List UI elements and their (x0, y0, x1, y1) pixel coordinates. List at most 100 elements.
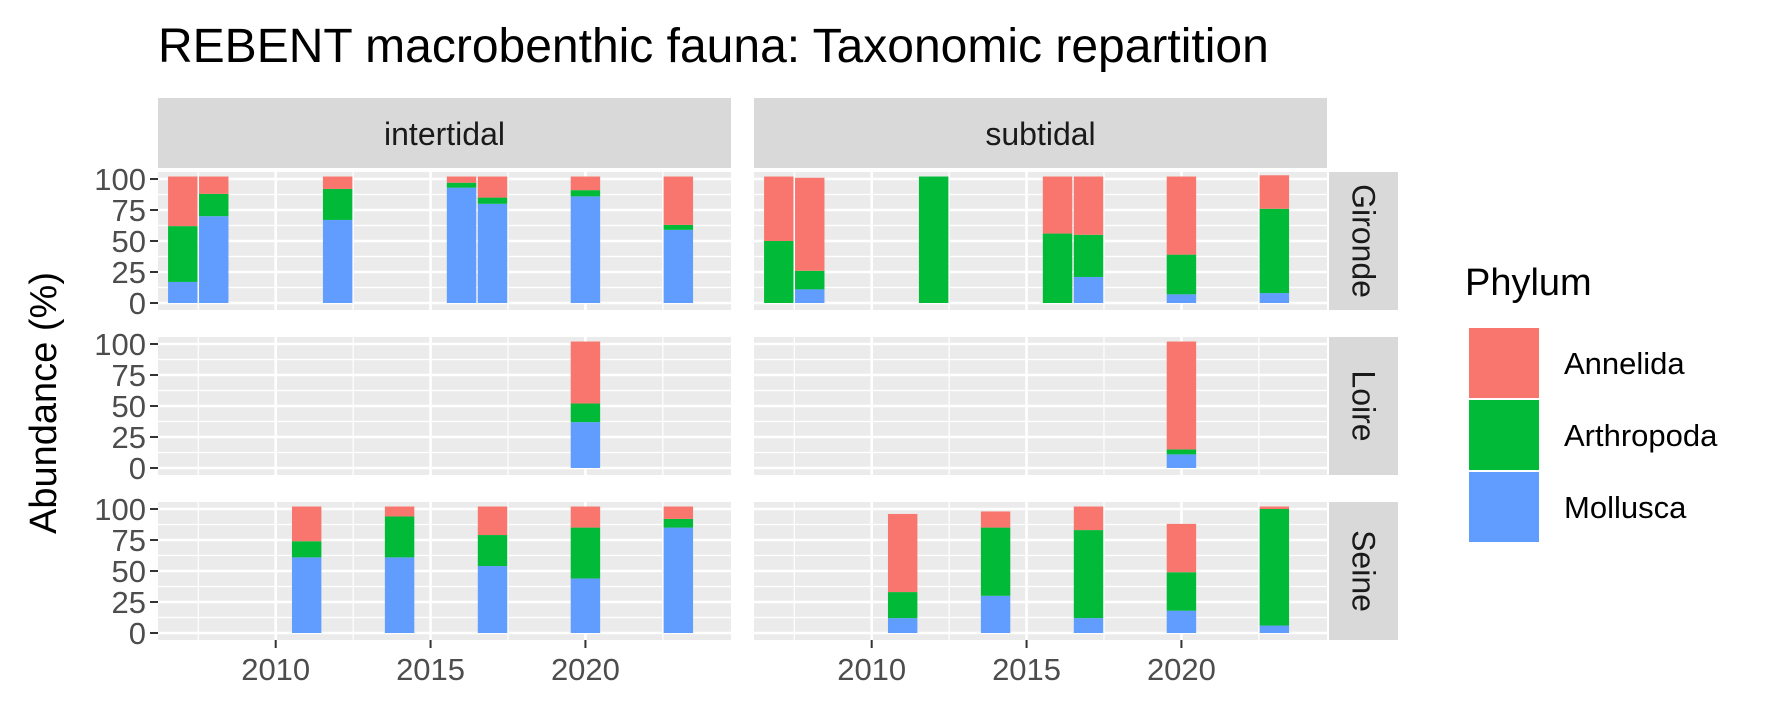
bar-segment-arthropoda-2020 (570, 190, 601, 197)
panel-gironde-intertidal (158, 172, 731, 310)
row-strip-loire (1329, 337, 1398, 475)
bar-segment-arthropoda-2020 (570, 527, 601, 579)
row-strip-label: Seine (1346, 530, 1382, 612)
bar-segment-arthropoda-2020 (570, 403, 601, 423)
bar-segment-arthropoda-2023 (663, 518, 694, 528)
bar-segment-annelida-2016 (1042, 176, 1073, 234)
bar-segment-annelida-2007 (168, 176, 198, 227)
y-tick-label: 75 (112, 523, 146, 558)
bar-segment-arthropoda-2017 (1073, 234, 1104, 277)
bar-segment-mollusca-2017 (1073, 276, 1104, 303)
row-strip-gironde (1329, 172, 1398, 310)
bar-segment-arthropoda-2014 (980, 527, 1011, 596)
column-strip-intertidal (158, 98, 731, 168)
bar-segment-arthropoda-2023 (663, 224, 694, 230)
bar-segment-mollusca-2023 (663, 229, 694, 303)
bar-segment-mollusca-2008 (795, 289, 825, 303)
y-tick-label: 0 (129, 286, 146, 321)
row-strip-label: Loire (1346, 370, 1382, 441)
y-tick-label: 100 (94, 327, 146, 362)
bar-segment-arthropoda-2020 (1166, 254, 1197, 295)
panel-seine-intertidal (158, 502, 731, 640)
bar-segment-mollusca-2020 (1166, 294, 1197, 303)
bar-segment-arthropoda-2017 (1073, 530, 1104, 619)
x-tick-label: 2010 (837, 652, 906, 687)
bar-segment-annelida-2014 (384, 506, 415, 517)
panel-seine-subtidal (754, 502, 1327, 640)
bar-segment-annelida-2008 (199, 176, 229, 194)
y-tick-label: 100 (94, 162, 146, 197)
x-tick-label: 2015 (396, 652, 465, 687)
bar-segment-annelida-2023 (1259, 175, 1290, 209)
bar-segment-annelida-2017 (477, 176, 508, 198)
legend-key-annelida (1467, 326, 1541, 400)
bar-segment-mollusca-2011 (887, 618, 918, 633)
bar-segment-annelida-2020 (1166, 523, 1197, 573)
panel-loire-intertidal (158, 337, 731, 475)
x-tick-label: 2015 (992, 652, 1061, 687)
bar-segment-arthropoda-2016 (446, 182, 477, 188)
bar-segment-annelida-2014 (980, 511, 1011, 528)
y-tick-label: 75 (112, 193, 146, 228)
bar-segment-annelida-2023 (1259, 506, 1290, 509)
bar-segment-mollusca-2020 (570, 196, 601, 303)
bar-segment-mollusca-2014 (980, 595, 1011, 633)
bar-segment-arthropoda-2012 (322, 188, 353, 220)
row-strip-seine (1329, 502, 1398, 640)
bar-segment-mollusca-2017 (477, 203, 508, 303)
bar-segment-arthropoda-2008 (199, 193, 229, 217)
bar-segment-mollusca-2017 (477, 566, 508, 633)
bar-segment-arthropoda-2023 (1259, 208, 1290, 294)
bar-segment-mollusca-2016 (446, 187, 477, 303)
bar-segment-annelida-2017 (477, 506, 508, 536)
bar-segment-arthropoda-2016 (1042, 233, 1073, 303)
bar-segment-annelida-2020 (1166, 341, 1197, 450)
bar-segment-mollusca-2012 (322, 219, 353, 303)
bar-segment-arthropoda-2014 (384, 516, 415, 558)
facet-panels: intertidal subtidalGirondeLoireSeine02550… (94, 98, 1398, 687)
bar-segment-annelida-2023 (663, 176, 694, 225)
y-tick-label: 25 (112, 420, 146, 455)
y-tick-label: 25 (112, 585, 146, 620)
x-tick-label: 2010 (241, 652, 310, 687)
bar-segment-annelida-2020 (570, 176, 601, 191)
bar-segment-mollusca-2020 (570, 422, 601, 468)
legend-key-mollusca (1467, 470, 1541, 544)
legend-title: Phylum (1465, 262, 1592, 304)
bar-segment-annelida-2011 (887, 513, 918, 593)
y-tick-label: 0 (129, 616, 146, 651)
bar-segment-mollusca-2020 (1166, 454, 1197, 468)
y-tick-label: 25 (112, 255, 146, 290)
column-strip-subtidal (754, 98, 1327, 168)
y-axis-label: Abundance (%) (23, 272, 65, 534)
bar-segment-arthropoda-2023 (1259, 509, 1290, 626)
bar-segment-annelida-2020 (570, 506, 601, 528)
bar-segment-mollusca-2020 (1166, 610, 1197, 633)
bar-segment-arthropoda-2012 (918, 176, 949, 303)
bar-segment-arthropoda-2017 (477, 535, 508, 567)
bar-segment-annelida-2007 (764, 176, 794, 241)
bar-segment-arthropoda-2017 (477, 197, 508, 204)
bar-segment-arthropoda-2020 (1166, 572, 1197, 611)
bar-segment-arthropoda-2011 (291, 541, 322, 558)
bar-segment-mollusca-2023 (1259, 625, 1290, 633)
column-strip-label: subtidal (985, 116, 1095, 152)
bar-segment-mollusca-2020 (570, 578, 601, 633)
bar-segment-mollusca-2008 (199, 216, 229, 303)
bar-segment-annelida-2012 (322, 176, 353, 189)
bar-segment-arthropoda-2007 (168, 226, 198, 282)
bar-segment-arthropoda-2008 (795, 270, 825, 290)
y-tick-label: 50 (112, 554, 146, 589)
bar-segment-annelida-2016 (446, 176, 477, 183)
panel-loire-subtidal (754, 337, 1327, 475)
bar-segment-arthropoda-2011 (887, 592, 918, 619)
chart-title: REBENT macrobenthic fauna: Taxonomic rep… (158, 20, 1269, 73)
legend: Phylum Annelida Arthropoda Mollusca (1465, 262, 1718, 544)
legend-key-arthropoda (1467, 398, 1541, 472)
x-tick-label: 2020 (1147, 652, 1216, 687)
bar-segment-annelida-2017 (1073, 506, 1104, 531)
legend-label-arthropoda: Arthropoda (1564, 418, 1718, 453)
bar-segment-mollusca-2017 (1073, 618, 1104, 633)
bar-segment-annelida-2023 (663, 506, 694, 519)
